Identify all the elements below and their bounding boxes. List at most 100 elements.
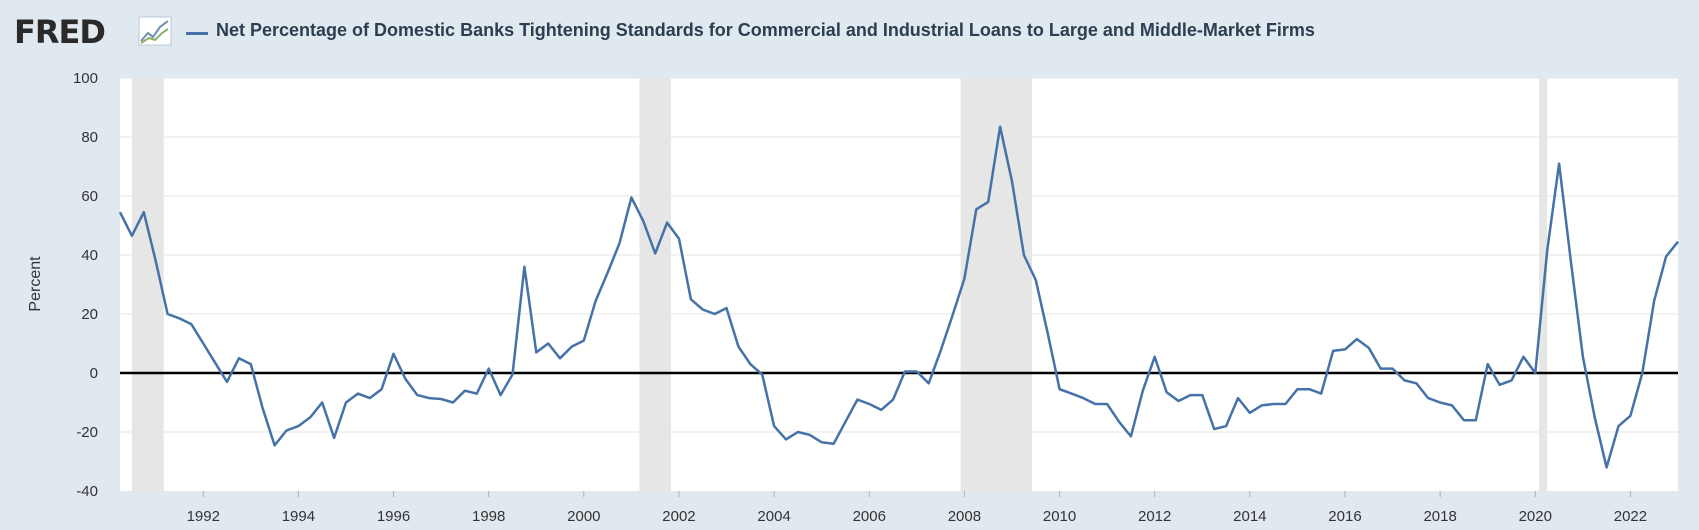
data-point[interactable] bbox=[285, 429, 289, 433]
data-point[interactable] bbox=[118, 210, 122, 214]
data-point[interactable] bbox=[1295, 387, 1299, 391]
data-point[interactable] bbox=[308, 415, 312, 419]
data-point[interactable] bbox=[320, 401, 324, 405]
data-point[interactable] bbox=[439, 397, 443, 401]
data-point[interactable] bbox=[891, 398, 895, 402]
data-point[interactable] bbox=[1284, 402, 1288, 406]
data-point[interactable] bbox=[237, 356, 241, 360]
data-point[interactable] bbox=[1569, 260, 1573, 264]
data-point[interactable] bbox=[475, 392, 479, 396]
data-point[interactable] bbox=[843, 420, 847, 424]
data-point[interactable] bbox=[1022, 253, 1026, 257]
data-point[interactable] bbox=[915, 370, 919, 374]
data-point[interactable] bbox=[392, 352, 396, 356]
data-point[interactable] bbox=[713, 312, 717, 316]
data-point[interactable] bbox=[534, 350, 538, 354]
data-point[interactable] bbox=[1105, 402, 1109, 406]
data-point[interactable] bbox=[903, 370, 907, 374]
data-point[interactable] bbox=[1236, 396, 1240, 400]
data-point[interactable] bbox=[1307, 387, 1311, 391]
data-point[interactable] bbox=[1474, 418, 1478, 422]
data-point[interactable] bbox=[356, 392, 360, 396]
data-point[interactable] bbox=[582, 339, 586, 343]
data-point[interactable] bbox=[820, 440, 824, 444]
data-point[interactable] bbox=[1069, 392, 1073, 396]
data-point[interactable] bbox=[1426, 396, 1430, 400]
data-point[interactable] bbox=[962, 277, 966, 281]
data-point[interactable] bbox=[142, 210, 146, 214]
data-point[interactable] bbox=[1010, 179, 1014, 183]
data-point[interactable] bbox=[653, 252, 657, 256]
data-point[interactable] bbox=[725, 306, 729, 310]
fred-logo[interactable]: FRED bbox=[14, 13, 106, 51]
data-point[interactable] bbox=[665, 221, 669, 225]
data-point[interactable] bbox=[1355, 337, 1359, 341]
data-point[interactable] bbox=[1462, 418, 1466, 422]
data-point[interactable] bbox=[629, 195, 633, 199]
data-point[interactable] bbox=[1640, 371, 1644, 375]
data-point[interactable] bbox=[1391, 367, 1395, 371]
data-point[interactable] bbox=[130, 234, 134, 238]
data-point[interactable] bbox=[403, 377, 407, 381]
data-point[interactable] bbox=[1533, 371, 1537, 375]
data-point[interactable] bbox=[1605, 465, 1609, 469]
data-point[interactable] bbox=[1081, 396, 1085, 400]
data-point[interactable] bbox=[546, 342, 550, 346]
data-point[interactable] bbox=[1319, 392, 1323, 396]
data-point[interactable] bbox=[867, 402, 871, 406]
data-point[interactable] bbox=[927, 381, 931, 385]
data-point[interactable] bbox=[701, 308, 705, 312]
data-point[interactable] bbox=[748, 362, 752, 366]
data-point[interactable] bbox=[1331, 349, 1335, 353]
data-point[interactable] bbox=[463, 389, 467, 393]
data-point[interactable] bbox=[939, 349, 943, 353]
data-point[interactable] bbox=[332, 436, 336, 440]
data-point[interactable] bbox=[594, 299, 598, 303]
data-point[interactable] bbox=[1188, 393, 1192, 397]
data-point[interactable] bbox=[570, 344, 574, 348]
data-point[interactable] bbox=[974, 207, 978, 211]
data-point[interactable] bbox=[1438, 401, 1442, 405]
data-point[interactable] bbox=[1248, 411, 1252, 415]
data-point[interactable] bbox=[510, 372, 514, 376]
data-point[interactable] bbox=[1093, 402, 1097, 406]
data-point[interactable] bbox=[618, 241, 622, 245]
data-point[interactable] bbox=[1581, 355, 1585, 359]
data-point[interactable] bbox=[1509, 378, 1513, 382]
data-point[interactable] bbox=[296, 424, 300, 428]
data-point[interactable] bbox=[225, 380, 229, 384]
data-point[interactable] bbox=[499, 393, 503, 397]
data-point[interactable] bbox=[760, 372, 764, 376]
data-point[interactable] bbox=[1153, 355, 1157, 359]
data-point[interactable] bbox=[772, 424, 776, 428]
data-point[interactable] bbox=[641, 219, 645, 223]
data-point[interactable] bbox=[796, 430, 800, 434]
data-point[interactable] bbox=[736, 344, 740, 348]
data-point[interactable] bbox=[1450, 403, 1454, 407]
data-point[interactable] bbox=[166, 312, 170, 316]
data-point[interactable] bbox=[1200, 393, 1204, 397]
data-point[interactable] bbox=[1176, 399, 1180, 403]
data-point[interactable] bbox=[689, 297, 693, 301]
data-point[interactable] bbox=[832, 442, 836, 446]
data-point[interactable] bbox=[1212, 427, 1216, 431]
data-point[interactable] bbox=[1557, 162, 1561, 166]
data-point[interactable] bbox=[380, 387, 384, 391]
data-point[interactable] bbox=[784, 437, 788, 441]
data-point[interactable] bbox=[1034, 278, 1038, 282]
data-point[interactable] bbox=[1272, 402, 1276, 406]
data-point[interactable] bbox=[1664, 254, 1668, 258]
data-point[interactable] bbox=[1165, 390, 1169, 394]
data-point[interactable] bbox=[154, 259, 158, 263]
data-point[interactable] bbox=[1521, 355, 1525, 359]
data-point[interactable] bbox=[855, 398, 859, 402]
data-point[interactable] bbox=[368, 396, 372, 400]
data-point[interactable] bbox=[261, 406, 265, 410]
data-point[interactable] bbox=[1046, 331, 1050, 335]
data-point[interactable] bbox=[1343, 347, 1347, 351]
data-point[interactable] bbox=[1676, 240, 1680, 244]
data-point[interactable] bbox=[1260, 403, 1264, 407]
data-point[interactable] bbox=[606, 271, 610, 275]
series-title[interactable]: Net Percentage of Domestic Banks Tighten… bbox=[216, 20, 1315, 40]
data-point[interactable] bbox=[808, 433, 812, 437]
